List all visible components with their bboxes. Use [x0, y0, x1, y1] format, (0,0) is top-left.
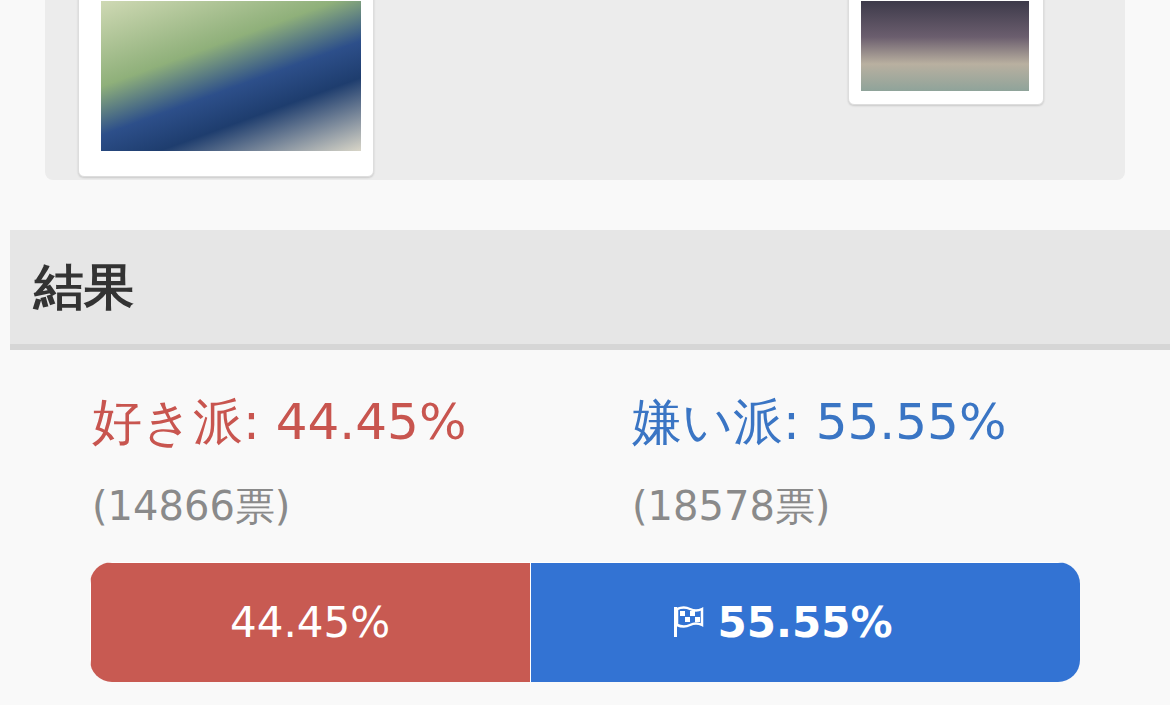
- svg-text:44.45%: 44.45%: [230, 598, 390, 647]
- html-text:結果: 結果: [34, 258, 134, 316]
- html-text:(14866票): (14866票): [92, 483, 291, 529]
- html-text:(18578票): (18578票): [632, 483, 831, 529]
- html-text:好き派: 44.45%: 好き派: 44.45%: [92, 393, 467, 451]
- html-text:嫌い派: 55.55%: 嫌い派: 55.55%: [632, 393, 1007, 451]
- svg-text:55.55%: 55.55%: [718, 598, 893, 647]
